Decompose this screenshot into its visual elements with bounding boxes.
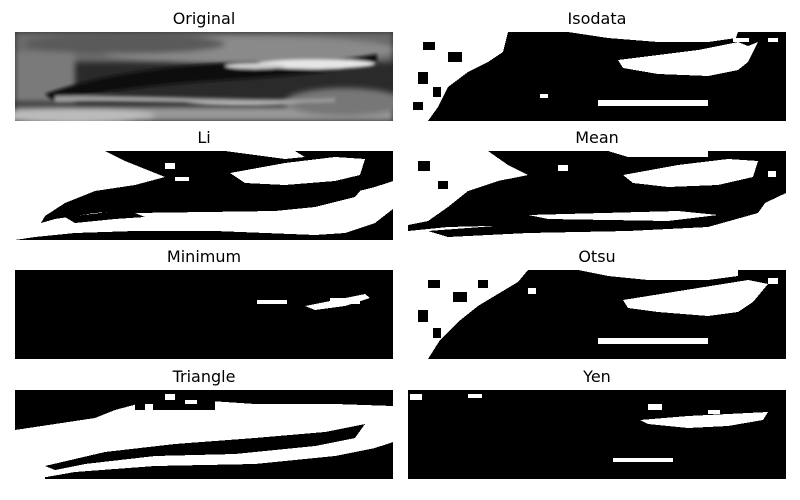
- panel-title: Original: [172, 9, 236, 28]
- minimum-image: [15, 270, 393, 359]
- panel-title: Triangle: [172, 367, 236, 386]
- yen-image: [408, 390, 786, 479]
- panel-title: Isodata: [567, 9, 627, 28]
- isodata-image: [408, 32, 786, 121]
- triangle-image: [15, 390, 393, 479]
- otsu-image: [408, 270, 786, 359]
- li-image: [15, 151, 393, 240]
- panel-title: Minimum: [166, 247, 242, 266]
- panel-title: Otsu: [578, 247, 616, 266]
- panel-title: Li: [197, 128, 211, 147]
- panel-title: Yen: [583, 367, 611, 386]
- original-image: [15, 32, 393, 121]
- mean-image: [408, 151, 786, 240]
- panel-title: Mean: [575, 128, 619, 147]
